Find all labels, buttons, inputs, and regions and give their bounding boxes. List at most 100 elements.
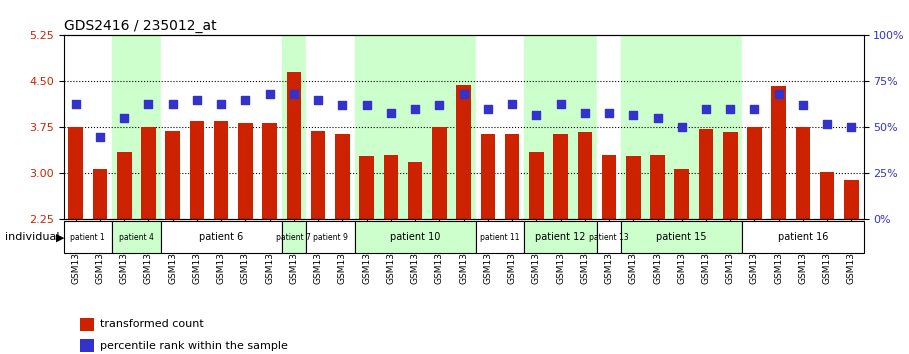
Bar [674, 169, 689, 219]
Bar [475, 35, 524, 219]
Bar [820, 172, 834, 219]
Text: ▶: ▶ [56, 232, 65, 242]
FancyBboxPatch shape [475, 221, 524, 253]
Bar [214, 121, 228, 219]
Point [481, 106, 495, 112]
Text: patient 4: patient 4 [119, 233, 154, 242]
Bar [743, 35, 864, 219]
Text: individual: individual [5, 232, 59, 242]
Bar [117, 152, 132, 219]
Text: patient 9: patient 9 [313, 233, 348, 242]
Bar [844, 179, 859, 219]
Point [141, 101, 155, 106]
Text: patient 12: patient 12 [535, 232, 585, 242]
Bar [80, 339, 94, 352]
Point [504, 101, 519, 106]
Text: patient 6: patient 6 [199, 232, 244, 242]
FancyBboxPatch shape [621, 221, 743, 253]
Bar [263, 123, 277, 219]
Bar [165, 131, 180, 219]
Text: GDS2416 / 235012_at: GDS2416 / 235012_at [64, 19, 216, 33]
Text: patient 7: patient 7 [276, 233, 312, 242]
Bar [597, 35, 621, 219]
Point [165, 101, 180, 106]
Bar [190, 121, 205, 219]
Bar [432, 127, 446, 219]
Bar [723, 132, 737, 219]
Bar [80, 318, 94, 331]
Text: patient 1: patient 1 [71, 233, 105, 242]
Text: patient 13: patient 13 [589, 233, 629, 242]
Bar [112, 35, 161, 219]
FancyBboxPatch shape [355, 221, 475, 253]
Bar [306, 35, 355, 219]
Bar [621, 35, 743, 219]
Bar [456, 85, 471, 219]
Text: percentile rank within the sample: percentile rank within the sample [100, 341, 287, 350]
FancyBboxPatch shape [64, 221, 112, 253]
Text: patient 10: patient 10 [390, 232, 440, 242]
Bar [772, 86, 786, 219]
Point [214, 101, 228, 106]
Bar [504, 133, 519, 219]
FancyBboxPatch shape [306, 221, 355, 253]
Bar [384, 155, 398, 219]
Point [335, 103, 350, 108]
Bar [64, 35, 112, 219]
Point [117, 115, 132, 121]
Point [432, 103, 446, 108]
Bar [602, 155, 616, 219]
Point [699, 106, 714, 112]
FancyBboxPatch shape [161, 221, 282, 253]
Bar [747, 127, 762, 219]
Point [68, 101, 83, 106]
Text: patient 15: patient 15 [656, 232, 707, 242]
Bar [359, 156, 374, 219]
Point [554, 101, 568, 106]
Point [384, 110, 398, 115]
Point [577, 110, 592, 115]
Bar [93, 169, 107, 219]
Point [650, 115, 664, 121]
FancyBboxPatch shape [597, 221, 621, 253]
Point [286, 91, 301, 97]
Point [238, 97, 253, 103]
Text: transformed count: transformed count [100, 319, 204, 329]
Text: patient 16: patient 16 [778, 232, 828, 242]
Bar [626, 156, 641, 219]
Bar [408, 162, 423, 219]
Point [408, 106, 423, 112]
Point [602, 110, 616, 115]
Point [723, 106, 737, 112]
Bar [286, 72, 301, 219]
Point [626, 112, 641, 118]
Point [311, 97, 325, 103]
Bar [161, 35, 282, 219]
Bar [68, 127, 83, 219]
Bar [577, 132, 592, 219]
Point [456, 91, 471, 97]
Point [844, 125, 859, 130]
Bar [795, 127, 810, 219]
Point [263, 91, 277, 97]
Bar [335, 133, 350, 219]
Point [190, 97, 205, 103]
Bar [699, 129, 714, 219]
Point [747, 106, 762, 112]
FancyBboxPatch shape [743, 221, 864, 253]
Bar [529, 152, 544, 219]
Point [359, 103, 374, 108]
Point [820, 121, 834, 127]
Point [93, 134, 107, 139]
Bar [524, 35, 597, 219]
Text: patient 11: patient 11 [480, 233, 520, 242]
FancyBboxPatch shape [112, 221, 161, 253]
Bar [238, 123, 253, 219]
FancyBboxPatch shape [524, 221, 597, 253]
Bar [282, 35, 306, 219]
Bar [650, 155, 664, 219]
Bar [311, 131, 325, 219]
Point [529, 112, 544, 118]
Bar [554, 133, 568, 219]
Bar [355, 35, 475, 219]
